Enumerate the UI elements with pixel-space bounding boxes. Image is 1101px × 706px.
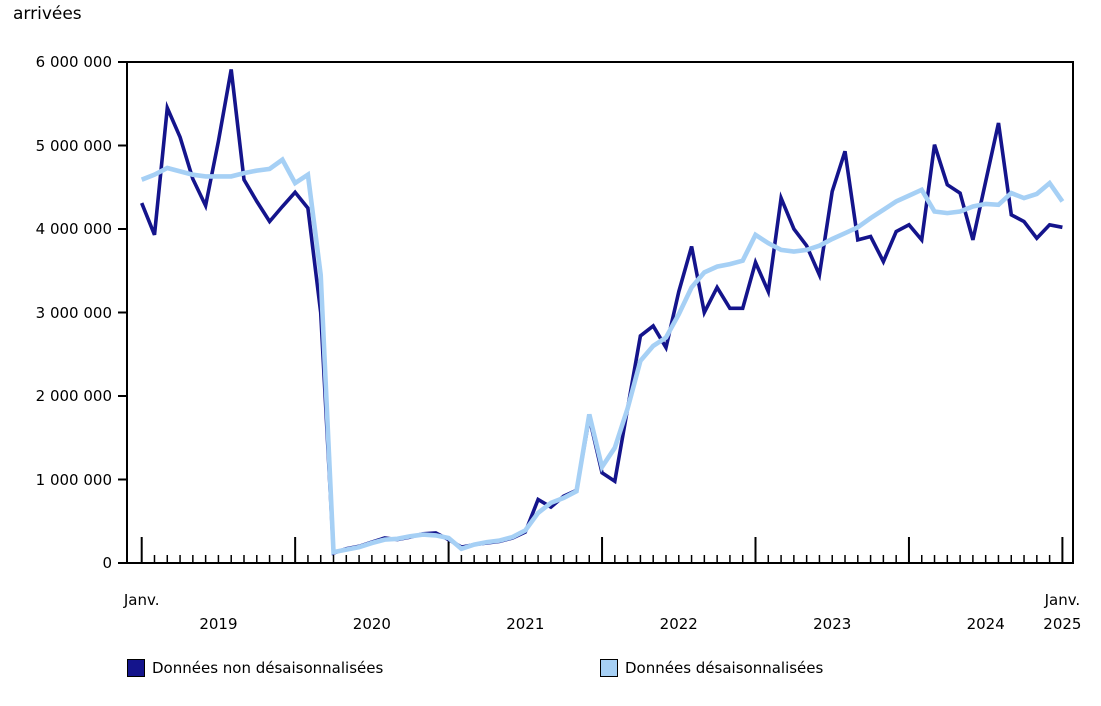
- legend-label-non-adjusted: Données non désaisonnalisées: [152, 659, 384, 677]
- y-tick-label: 1 000 000: [35, 470, 112, 489]
- series-line-adjusted: [140, 156, 1065, 555]
- x-label-year: 2023: [813, 615, 852, 633]
- y-tick-label: 0: [102, 554, 112, 572]
- legend-label-adjusted: Données désaisonnalisées: [625, 659, 824, 677]
- y-tick-label: 5 000 000: [35, 136, 112, 155]
- plot-frame: [126, 61, 1074, 564]
- chart-title: arrivées: [13, 4, 82, 24]
- legend: Données non désaisonnalisées Données dés…: [0, 656, 1101, 686]
- x-label-year: 2019: [199, 615, 238, 633]
- x-label-year: 2021: [506, 615, 545, 633]
- legend-swatch-non-adjusted-icon: [127, 659, 145, 677]
- y-tick-label: 2 000 000: [35, 387, 112, 405]
- legend-item-adjusted: Données désaisonnalisées: [600, 656, 823, 680]
- legend-swatch-adjusted-icon: [600, 659, 618, 677]
- legend-item-non-adjusted: Données non désaisonnalisées: [127, 656, 383, 680]
- y-tick-label: 4 000 000: [35, 220, 112, 238]
- x-label-year: 2024: [966, 615, 1005, 633]
- y-tick-label: 6 000 000: [35, 53, 112, 71]
- x-label-year: 2020: [352, 615, 391, 633]
- y-tick-label: 3 000 000: [35, 303, 112, 322]
- series-line-non-adjusted: [140, 69, 1063, 556]
- x-label-year: 2022: [659, 615, 698, 633]
- x-label-first-month: Janv.: [123, 591, 160, 609]
- x-label-last-year: 2025: [1043, 615, 1082, 633]
- x-label-last-month: Janv.: [1044, 591, 1081, 609]
